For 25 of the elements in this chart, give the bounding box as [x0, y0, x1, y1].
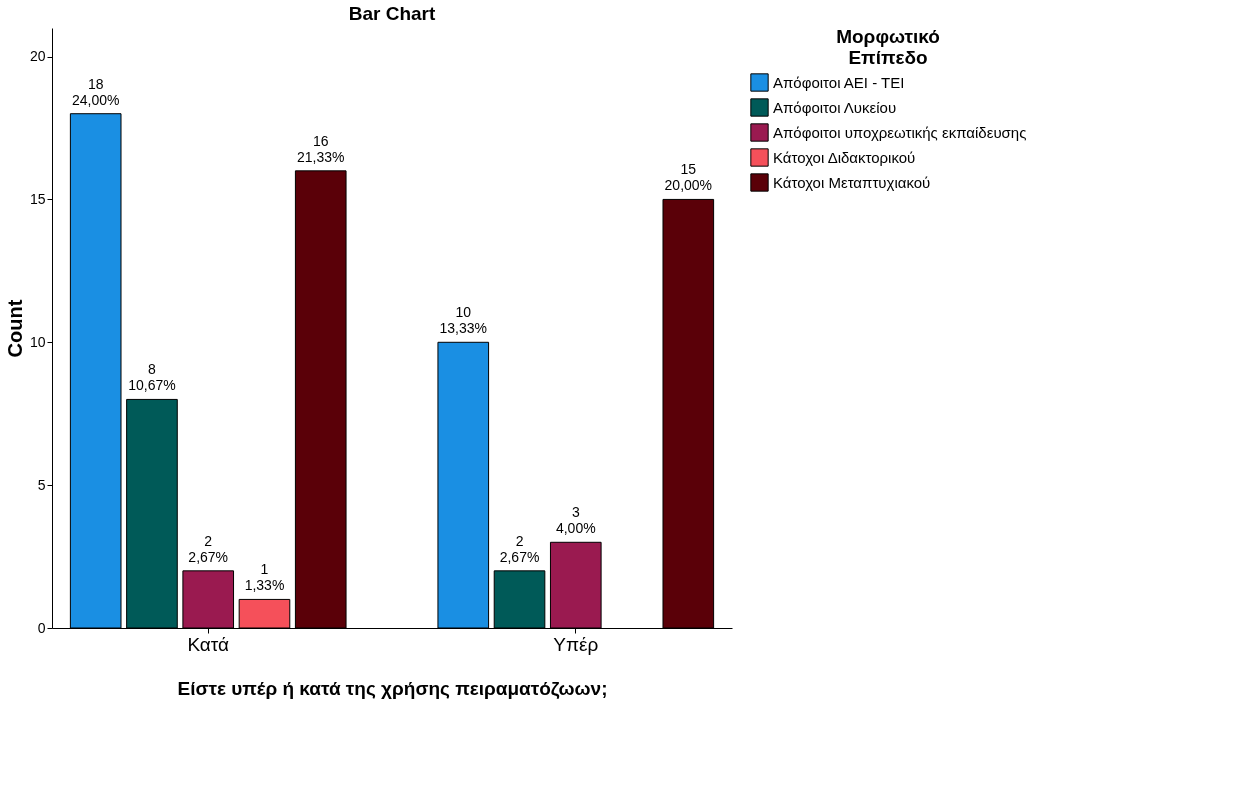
data-label: 18 24,00%: [71, 75, 120, 108]
y-tick-label: 20: [29, 48, 46, 65]
data-label: 15 20,00%: [664, 161, 713, 194]
data-label: 16 21,33%: [296, 132, 345, 165]
legend-title: Μορφωτικό Επίπεδο: [836, 26, 940, 68]
y-tick-label: 5: [37, 476, 46, 493]
x-axis-title: Είστε υπέρ ή κατά της χρήσης πειραματόζωων;: [177, 677, 608, 700]
y-axis-title: Count: [3, 299, 26, 358]
y-tick-label: 15: [29, 190, 46, 207]
data-label: 10 13,33%: [439, 304, 488, 337]
data-label: 2 2,67%: [188, 532, 229, 565]
x-tick-label: Κατά: [187, 633, 230, 655]
data-label: 8 10,67%: [128, 361, 176, 394]
data-label: 1 1,33%: [244, 561, 285, 594]
legend-label: Απόφοιτοι ΑΕΙ - ΤΕΙ: [773, 73, 905, 91]
data-label: 2 2,67%: [499, 532, 540, 565]
legend-label: Κάτοχοι Διδακτορικού: [773, 148, 916, 166]
legend-label: Κάτοχοι Μεταπτυχιακού: [773, 173, 931, 191]
legend-label: Απόφοιτοι υποχρεωτικής εκπαίδευσης: [773, 123, 1027, 141]
x-tick-label: Υπέρ: [553, 633, 599, 655]
chart-title: Bar Chart: [348, 3, 436, 24]
legend-label: Απόφοιτοι Λυκείου: [773, 98, 897, 116]
y-tick-label: 10: [29, 333, 46, 350]
data-label: 3 4,00%: [555, 504, 596, 537]
y-tick-label: 0: [37, 619, 46, 636]
